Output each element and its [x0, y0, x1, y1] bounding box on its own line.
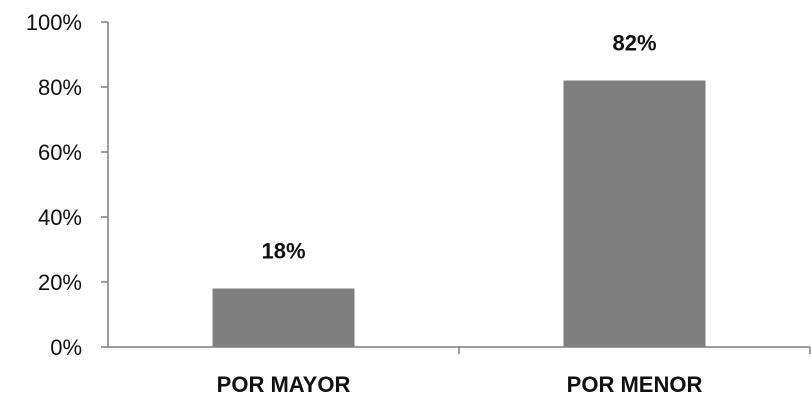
y-tick-label: 80% [38, 75, 82, 100]
bar [563, 80, 706, 347]
data-label: 18% [261, 239, 305, 264]
y-tick-label: 40% [38, 205, 82, 230]
y-tick-label: 0% [50, 335, 82, 360]
data-label: 82% [612, 31, 656, 56]
y-tick-label: 20% [38, 270, 82, 295]
x-category-label: POR MAYOR [217, 372, 351, 397]
bar [212, 288, 355, 347]
x-category-label: POR MENOR [567, 372, 703, 397]
y-tick-label: 60% [38, 140, 82, 165]
y-tick-label: 100% [26, 10, 82, 35]
